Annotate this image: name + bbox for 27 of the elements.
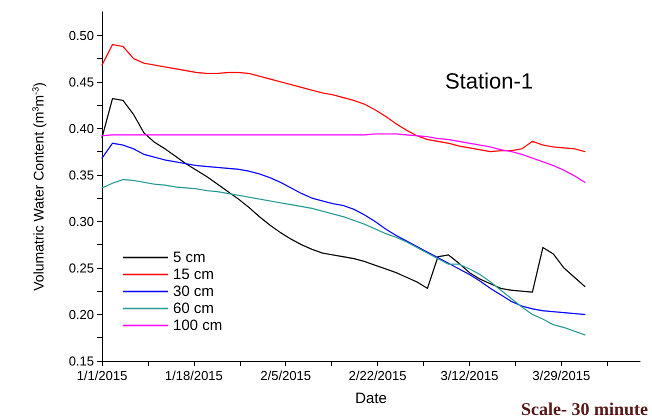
- legend-label: 100 cm: [173, 317, 222, 334]
- line-series: [101, 133, 586, 183]
- y-tick-label: 0.35: [68, 167, 94, 182]
- x-tick-label: 2/5/2015: [260, 368, 312, 383]
- y-tick-label: 0.30: [68, 214, 94, 229]
- y-tick-label: 0.45: [68, 74, 94, 90]
- x-tick-label: 3/29/2015: [532, 368, 590, 383]
- y-tick-label: 0.25: [68, 260, 94, 276]
- legend-label: 15 cm: [173, 266, 214, 283]
- x-tick-label: 2/22/2015: [348, 368, 406, 383]
- y-axis-title: Volumatric Water Content (m3m-3): [30, 82, 46, 291]
- line-series: [101, 44, 586, 152]
- x-axis-title: Date: [355, 390, 387, 407]
- text: Scale- 30 minute: [521, 399, 648, 419]
- line-series: [101, 142, 586, 316]
- y-tick-label: 0.20: [68, 306, 94, 322]
- y-tick-label: 0.40: [68, 120, 94, 136]
- x-tick-label: 3/12/2015: [440, 368, 498, 383]
- x-tick-label: 1/18/2015: [164, 368, 223, 383]
- annotation: Station-1: [445, 68, 534, 94]
- legend-label: 30 cm: [173, 283, 214, 300]
- legend-label: 5 cm: [173, 249, 206, 266]
- y-tick-label: 0.50: [68, 28, 94, 43]
- line-series: [101, 178, 586, 336]
- legend-label: 60 cm: [173, 300, 214, 317]
- x-tick-label: 1/1/2015: [76, 368, 128, 383]
- y-tick-label: 0.15: [68, 354, 94, 368]
